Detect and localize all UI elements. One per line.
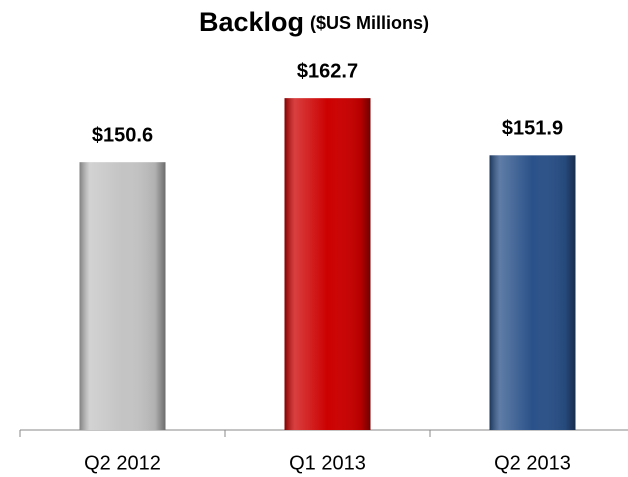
bar-shade: [489, 155, 576, 430]
value-label: $150.6: [92, 124, 153, 146]
x-tick-label: Q2 2012: [84, 452, 161, 474]
chart-title: Backlog ($US Millions): [199, 7, 429, 37]
subtitle: ($US Millions): [310, 13, 429, 33]
x-tick-label: Q1 2013: [289, 452, 366, 474]
title: Backlog: [199, 7, 304, 37]
x-tick-label: Q2 2013: [494, 452, 571, 474]
value-label: $162.7: [297, 60, 358, 82]
bar-shade: [79, 162, 166, 430]
value-label: $151.9: [502, 118, 563, 140]
bar-shade: [284, 98, 371, 431]
